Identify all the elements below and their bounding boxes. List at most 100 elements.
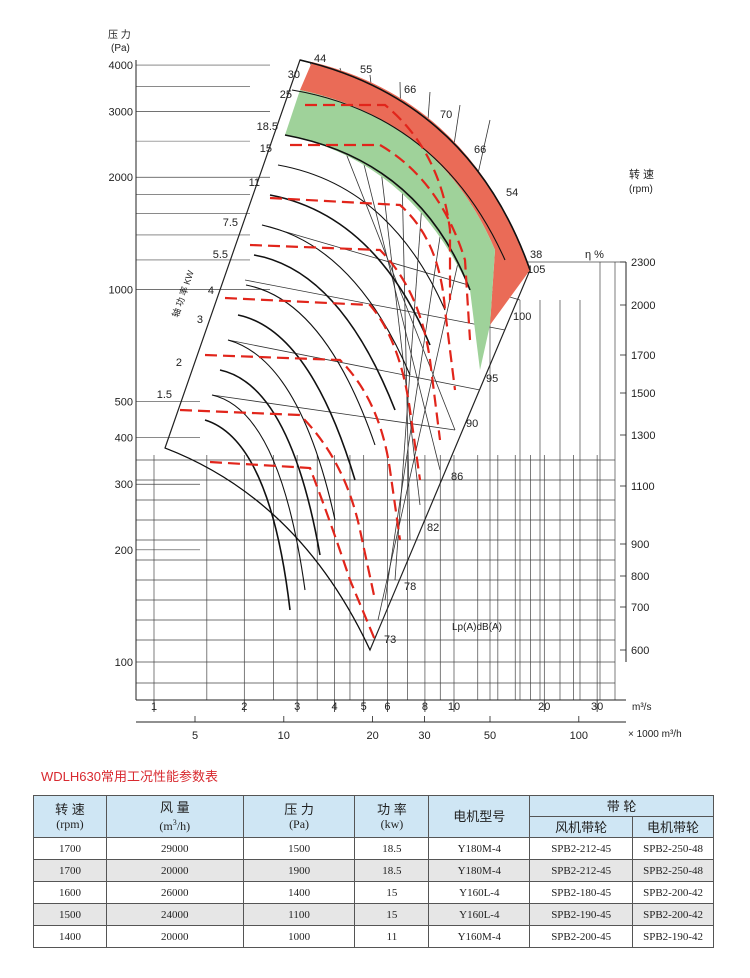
- rpm-tick-label: 800: [631, 571, 649, 583]
- efficiency-title: η %: [585, 249, 604, 261]
- header-speed-label: 转 速: [55, 801, 85, 817]
- power-tick-label: 5.5: [213, 249, 228, 261]
- header-speed: 转 速 (rpm): [33, 795, 107, 838]
- cell-fan-pulley: SPB2-180-45: [529, 881, 634, 904]
- efficiency-line: [244, 279, 506, 331]
- efficiency-label: 66: [474, 144, 486, 156]
- header-flow: 风 量 (m3/h): [105, 795, 244, 838]
- efficiency-label: 70: [440, 109, 452, 121]
- rpm-tick-label: 1300: [631, 430, 655, 442]
- rpm-tick-label: 1100: [631, 481, 655, 493]
- efficiency-label: 55: [360, 64, 372, 76]
- table-row: 1700 29000 1500 18.5 Y180M-4 SPB2-212-45 SPB2-…: [33, 837, 714, 860]
- cell-flow: 29000: [105, 837, 244, 860]
- speed-curve: [299, 59, 531, 271]
- speed-curve: [204, 419, 291, 611]
- chart-labels: 压 力 (Pa) 100 200 300 400 500 1000 2000 3000 4000 1 2…: [108, 28, 682, 742]
- cell-pressure: 1500: [242, 837, 356, 860]
- chart-curves: [164, 59, 531, 651]
- header-power-unit: (kw): [380, 816, 404, 831]
- operating-dashed-curve: [204, 353, 402, 541]
- rpm-axis-unit: (rpm): [629, 184, 653, 195]
- noise-label: 95: [486, 373, 498, 385]
- cell-power: 11: [354, 925, 430, 948]
- operating-dashed-curve: [290, 143, 472, 341]
- cell-motor-pulley: SPB2-200-42: [632, 881, 714, 904]
- cell-motor-pulley: SPB2-250-48: [632, 837, 714, 860]
- noise-label: 105: [527, 264, 545, 276]
- pressure-tick-label: 200: [115, 545, 133, 557]
- header-pressure: 压 力 (Pa): [242, 795, 356, 838]
- cell-speed: 1500: [33, 903, 107, 926]
- m3h-tick-label: 50: [484, 730, 496, 742]
- chart-dashed-curves: [179, 103, 472, 641]
- header-power: 功 率 (kw): [354, 795, 430, 838]
- efficiency-line: [227, 339, 481, 391]
- m3s-tick-label: 30: [591, 701, 603, 713]
- cell-motor-pulley: SPB2-200-42: [632, 903, 714, 926]
- speed-curve: [211, 394, 306, 591]
- speed-curve: [277, 164, 446, 311]
- table-row: 1400 20000 1000 11 Y160M-4 SPB2-200-45 SPB2-19…: [33, 925, 714, 948]
- operating-dashed-curve: [224, 296, 422, 481]
- pressure-tick-label: 100: [115, 657, 133, 669]
- cell-speed: 1400: [33, 925, 107, 948]
- speed-curve: [237, 314, 356, 481]
- power-tick-label: 25: [280, 89, 292, 101]
- noise-label: 73: [384, 634, 396, 646]
- rpm-axis-title: 转 速: [629, 167, 654, 181]
- m3s-tick-label: 10: [448, 701, 460, 713]
- noise-label: 82: [427, 522, 439, 534]
- rpm-tick-label: 1700: [631, 350, 655, 362]
- cell-flow: 20000: [105, 859, 244, 882]
- m3s-tick-label: 2: [241, 701, 247, 713]
- power-tick-label: 2: [176, 357, 182, 369]
- cell-pressure: 1900: [242, 859, 356, 882]
- speed-curve: [291, 89, 506, 261]
- header-speed-unit: (rpm): [56, 816, 84, 831]
- overload-zone: [300, 62, 530, 325]
- cell-fan-pulley: SPB2-190-45: [529, 903, 634, 926]
- power-axis-title: 轴 功 率 KW: [169, 268, 196, 318]
- m3h-tick-label: 30: [418, 730, 430, 742]
- m3s-tick-label: 3: [294, 701, 300, 713]
- header-flow-unit: (m3/h): [159, 817, 191, 833]
- cell-fan-pulley: SPB2-212-45: [529, 859, 634, 882]
- noise-label: 86: [451, 471, 463, 483]
- table-row: 1600 26000 1400 15 Y160L-4 SPB2-180-45 SPB2-20…: [33, 881, 714, 904]
- pressure-tick-label: 400: [115, 433, 133, 445]
- efficiency-label: 44: [314, 53, 326, 65]
- rpm-tick-label: 2000: [631, 300, 655, 312]
- noise-label: 78: [404, 581, 416, 593]
- pressure-tick-label: 500: [115, 397, 133, 409]
- noise-label: 100: [513, 311, 531, 323]
- cell-power: 15: [354, 881, 430, 904]
- m3h-tick-label: 5: [192, 730, 198, 742]
- rpm-tick-label: 2300: [631, 257, 655, 269]
- rpm-tick-label: 900: [631, 539, 649, 551]
- pressure-axis-title: 压 力: [108, 28, 131, 41]
- cell-speed: 1700: [33, 859, 107, 882]
- power-tick-label: 30: [288, 69, 300, 81]
- efficiency-label: 54: [506, 187, 518, 199]
- speed-curve: [261, 224, 411, 376]
- performance-table: 转 速 (rpm) 风 量 (m3/h) 压 力 (Pa) 功 率 (kw) 电…: [33, 795, 714, 948]
- table-row: 1700 20000 1900 18.5 Y180M-4 SPB2-212-45 SPB2-…: [33, 859, 714, 882]
- performance-table-body: 1700 29000 1500 18.5 Y180M-4 SPB2-212-45 SPB2-…: [33, 837, 714, 948]
- chart-zones: [285, 62, 530, 370]
- operating-dashed-curve: [269, 196, 457, 391]
- cell-fan-pulley: SPB2-212-45: [529, 837, 634, 860]
- pressure-tick-label: 3000: [109, 107, 133, 119]
- m3s-tick-label: 6: [384, 701, 390, 713]
- header-motor: 电机型号: [428, 795, 531, 838]
- speed-curve: [284, 134, 471, 291]
- power-tick-label: 18.5: [257, 121, 278, 133]
- cell-motor: Y180M-4: [428, 837, 531, 860]
- cell-pressure: 1000: [242, 925, 356, 948]
- noise-label: 90: [466, 418, 478, 430]
- speed-curve: [164, 447, 371, 651]
- cell-pressure: 1400: [242, 881, 356, 904]
- cell-motor-pulley: SPB2-250-48: [632, 859, 714, 882]
- cell-power: 18.5: [354, 837, 430, 860]
- efficiency-line: [211, 394, 456, 431]
